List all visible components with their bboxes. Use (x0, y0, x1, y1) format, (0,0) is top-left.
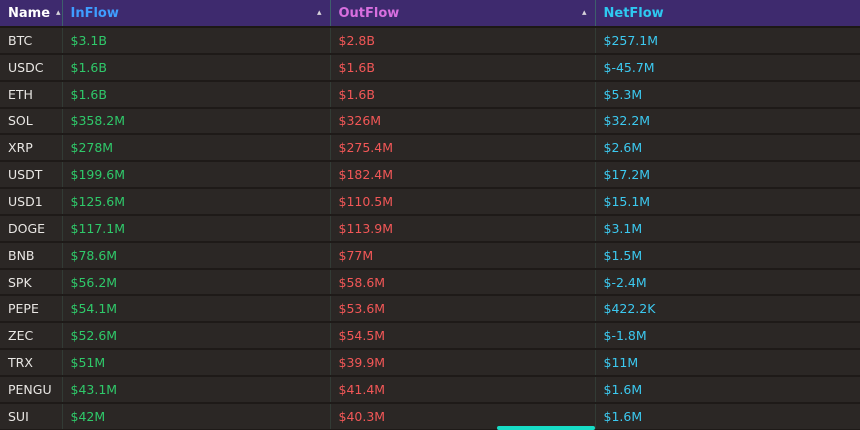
table-row[interactable]: USDT $199.6M $182.4M $17.2M (0, 161, 860, 190)
cell-inflow: $56.2M (61, 268, 330, 297)
cell-name: XRP (0, 134, 62, 163)
cell-netflow: $422.2K (594, 295, 860, 324)
cell-outflow: $41.4M (329, 375, 595, 404)
cell-netflow: $1.6M (594, 375, 860, 404)
cell-netflow: $17.2M (594, 161, 860, 190)
cell-name: BNB (0, 241, 62, 270)
cell-name: BTC (0, 27, 62, 55)
table-row[interactable]: PEPE $54.1M $53.6M $422.2K (0, 295, 860, 324)
horizontal-scrollbar-thumb[interactable] (497, 426, 595, 430)
cell-netflow: $2.6M (594, 134, 860, 163)
cell-name: SPK (0, 268, 62, 297)
cell-outflow: $1.6B (329, 53, 595, 82)
cell-inflow: $1.6B (61, 53, 330, 82)
column-header-name[interactable]: Name ▴ (0, 0, 62, 28)
header-label-outflow: OutFlow (338, 5, 400, 21)
cell-inflow: $78.6M (61, 241, 330, 270)
cell-inflow: $43.1M (61, 375, 330, 404)
cell-netflow: $11M (594, 349, 860, 377)
cell-name: PEPE (0, 295, 62, 324)
cell-outflow: $39.9M (329, 349, 595, 377)
table-row[interactable]: BNB $78.6M $77M $1.5M (0, 241, 860, 270)
table-row[interactable]: USDC $1.6B $1.6B $-45.7M (0, 53, 860, 82)
cell-outflow: $182.4M (329, 161, 595, 190)
cell-netflow: $-2.4M (594, 268, 860, 297)
header-label-netflow: NetFlow (603, 5, 664, 21)
cell-netflow: $15.1M (594, 188, 860, 216)
header-label-name: Name (8, 5, 51, 21)
cell-inflow: $3.1B (61, 27, 330, 55)
column-header-inflow[interactable]: InFlow ▴ (61, 0, 330, 28)
cell-netflow: $257.1M (594, 27, 860, 55)
table-row[interactable]: SOL $358.2M $326M $32.2M (0, 107, 860, 136)
cell-inflow: $52.6M (61, 322, 330, 351)
cell-inflow: $1.6B (61, 80, 330, 109)
cell-name: PENGU (0, 375, 62, 404)
cell-name: TRX (0, 349, 62, 377)
cell-inflow: $125.6M (61, 188, 330, 216)
sort-asc-icon: ▴ (56, 7, 61, 18)
cell-outflow: $113.9M (329, 214, 595, 243)
cell-name: USD1 (0, 188, 62, 216)
cell-outflow: $1.6B (329, 80, 595, 109)
cell-inflow: $358.2M (61, 107, 330, 136)
cell-name: SUI (0, 402, 62, 430)
cell-inflow: $117.1M (61, 214, 330, 243)
cell-inflow: $199.6M (61, 161, 330, 190)
cell-name: SOL (0, 107, 62, 136)
cell-outflow: $58.6M (329, 268, 595, 297)
cell-netflow: $-1.8M (594, 322, 860, 351)
cell-outflow: $77M (329, 241, 595, 270)
table-row[interactable]: DOGE $117.1M $113.9M $3.1M (0, 214, 860, 243)
table-row[interactable]: SPK $56.2M $58.6M $-2.4M (0, 268, 860, 297)
header-label-inflow: InFlow (70, 5, 119, 21)
table-row[interactable]: SUI $42M $40.3M $1.6M (0, 402, 860, 430)
cell-netflow: $-45.7M (594, 53, 860, 82)
column-header-outflow[interactable]: OutFlow ▴ (329, 0, 595, 28)
cell-inflow: $42M (61, 402, 330, 430)
cell-netflow: $32.2M (594, 107, 860, 136)
table-row[interactable]: XRP $278M $275.4M $2.6M (0, 134, 860, 163)
cell-netflow: $1.6M (594, 402, 860, 430)
cell-inflow: $54.1M (61, 295, 330, 324)
cell-outflow: $40.3M (329, 402, 595, 430)
cell-name: DOGE (0, 214, 62, 243)
cell-outflow: $326M (329, 107, 595, 136)
cell-outflow: $54.5M (329, 322, 595, 351)
column-header-netflow[interactable]: NetFlow (594, 0, 860, 28)
table-row[interactable]: USD1 $125.6M $110.5M $15.1M (0, 188, 860, 216)
cell-outflow: $53.6M (329, 295, 595, 324)
table-header: Name ▴ InFlow ▴ OutFlow ▴ (0, 0, 860, 28)
table-row[interactable]: TRX $51M $39.9M $11M (0, 349, 860, 377)
header-row: Name ▴ InFlow ▴ OutFlow ▴ (0, 0, 860, 28)
cell-inflow: $278M (61, 134, 330, 163)
table-row[interactable]: ZEC $52.6M $54.5M $-1.8M (0, 322, 860, 351)
cell-outflow: $2.8B (329, 27, 595, 55)
cell-outflow: $275.4M (329, 134, 595, 163)
sort-asc-icon: ▴ (316, 7, 322, 18)
cell-name: ETH (0, 80, 62, 109)
table-row[interactable]: BTC $3.1B $2.8B $257.1M (0, 27, 860, 55)
cell-netflow: $1.5M (594, 241, 860, 270)
cell-netflow: $5.3M (594, 80, 860, 109)
table-body: BTC $3.1B $2.8B $257.1M USDC $1.6B $1.6B $-45.7… (0, 27, 860, 430)
cell-outflow: $110.5M (329, 188, 595, 216)
cell-inflow: $51M (61, 349, 330, 377)
table-row[interactable]: PENGU $43.1M $41.4M $1.6M (0, 375, 860, 404)
table-row[interactable]: ETH $1.6B $1.6B $5.3M (0, 80, 860, 109)
cell-name: USDT (0, 161, 62, 190)
cell-netflow: $3.1M (594, 214, 860, 243)
cell-name: ZEC (0, 322, 62, 351)
cell-name: USDC (0, 53, 62, 82)
sort-asc-icon: ▴ (581, 7, 587, 18)
